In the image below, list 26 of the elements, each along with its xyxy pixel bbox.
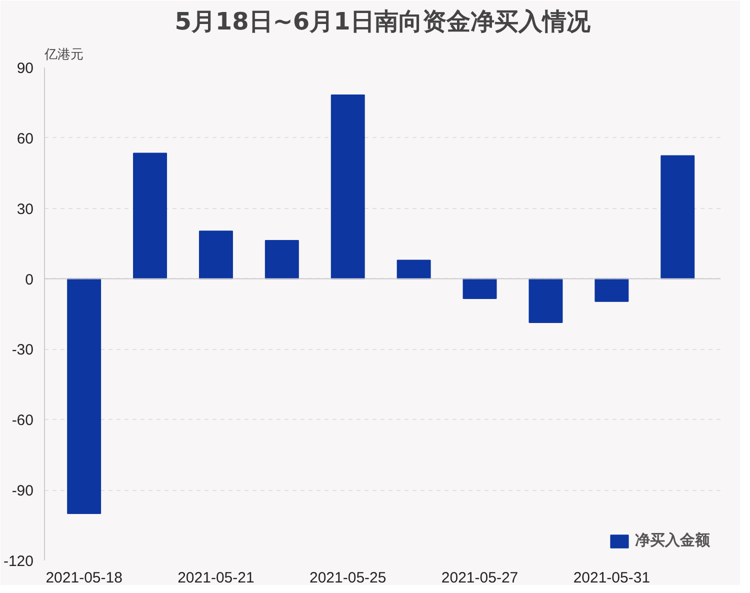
bar — [330, 94, 365, 280]
bar — [264, 240, 299, 280]
bar — [396, 260, 431, 280]
y-tick-label: 30 — [16, 200, 34, 218]
chart-title: 5月18日~6月1日南向资金净买入情况 — [174, 8, 592, 36]
y-tick-label: -120 — [3, 553, 34, 570]
y-tick-label: 90 — [16, 60, 34, 77]
bar — [198, 230, 233, 280]
bar — [528, 278, 563, 323]
bar — [67, 278, 102, 514]
x-tick-label: 2021-05-31 — [573, 570, 650, 586]
y-tick-label: -30 — [12, 342, 34, 359]
bar — [660, 155, 695, 280]
y-tick-label: -60 — [12, 412, 34, 430]
bar — [594, 278, 629, 302]
x-tick-label: 2021-05-18 — [46, 570, 122, 586]
y-axis-title: 亿港元 — [44, 48, 84, 62]
bar — [133, 152, 168, 280]
y-tick-label: 60 — [16, 130, 34, 148]
legend-label: 净买入金额 — [635, 531, 710, 550]
x-tick-label: 2021-05-21 — [178, 570, 254, 586]
x-tick-label: 2021-05-25 — [310, 570, 386, 586]
bar — [462, 278, 497, 300]
y-tick-label: 0 — [25, 271, 34, 288]
y-tick-label: -90 — [12, 482, 34, 500]
x-tick-label: 2021-05-27 — [441, 570, 518, 586]
